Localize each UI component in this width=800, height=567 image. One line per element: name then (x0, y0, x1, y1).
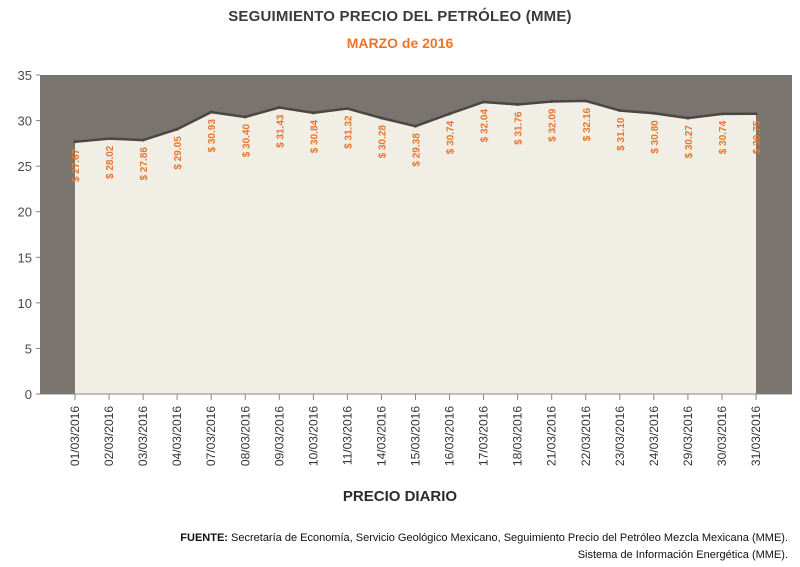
data-label: $ 30.28 (377, 125, 388, 159)
x-axis-title: PRECIO DIARIO (342, 488, 458, 505)
x-tick-label: 11/03/2016 (340, 406, 354, 465)
data-label: $ 31.43 (275, 114, 286, 148)
chart-title: SEGUIMIENTO PRECIO DEL PETRÓLEO (MME) (228, 8, 572, 25)
y-tick-label: 30 (18, 114, 32, 129)
y-tick-label: 20 (18, 205, 32, 220)
data-label: $ 30.93 (207, 119, 218, 153)
data-point (379, 116, 383, 120)
data-label: $ 30.27 (684, 125, 695, 159)
y-tick-label: 10 (18, 296, 32, 311)
data-label: $ 27.86 (139, 147, 150, 181)
y-tick-label: 25 (18, 159, 32, 174)
y-tick-label: 15 (18, 250, 32, 265)
x-tick-label: 08/03/2016 (238, 406, 252, 466)
data-point (448, 112, 452, 116)
data-point (73, 140, 77, 144)
data-point (550, 100, 554, 104)
x-tick-label: 29/03/2016 (681, 406, 695, 466)
data-label: $ 31.76 (514, 111, 525, 145)
data-point (345, 107, 349, 111)
y-tick-label: 35 (18, 68, 32, 83)
data-point (141, 138, 145, 142)
data-point (107, 137, 111, 141)
data-point (686, 116, 690, 120)
x-tick-label: 21/03/2016 (545, 406, 559, 466)
data-point (209, 110, 213, 114)
data-point (584, 99, 588, 103)
data-point (754, 112, 758, 116)
x-tick-label: 17/03/2016 (477, 406, 491, 466)
x-tick-label: 14/03/2016 (374, 406, 388, 466)
x-tick-label: 16/03/2016 (443, 406, 457, 466)
data-label: $ 30.80 (650, 120, 661, 154)
data-labels: $ 27.67 $ 28.02 $ 27.86 $ 29.05 $ 30.93 $ 30.… (71, 107, 763, 182)
data-point (652, 111, 656, 115)
data-point (243, 115, 247, 119)
x-tick-label: 23/03/2016 (613, 406, 627, 466)
x-tick-label: 03/03/2016 (136, 406, 150, 466)
data-label: $ 32.09 (548, 108, 559, 142)
plot-area (40, 75, 792, 395)
y-tick-label: 0 (25, 387, 32, 402)
x-tick-label: 18/03/2016 (511, 406, 525, 466)
data-label: $ 30.84 (309, 119, 320, 153)
y-axis: 0 5 10 15 20 25 30 35 (18, 68, 40, 402)
x-axis: 01/03/2016 02/03/2016 03/03/2016 04/03/2016… (68, 394, 763, 466)
x-tick-label: 24/03/2016 (647, 406, 661, 466)
x-tick-label: 01/03/2016 (68, 406, 82, 466)
data-point (618, 109, 622, 113)
source-line-1: FUENTE: Secretaría de Economía, Servicio… (180, 530, 788, 547)
data-point (277, 106, 281, 110)
data-point (516, 103, 520, 107)
data-point (414, 124, 417, 128)
x-tick-label: 09/03/2016 (272, 406, 286, 466)
x-tick-label: 30/03/2016 (715, 406, 729, 466)
x-tick-label: 31/03/2016 (749, 406, 763, 466)
source-note: FUENTE: Secretaría de Economía, Servicio… (180, 530, 788, 564)
data-label: $ 27.67 (71, 148, 82, 182)
x-tick-label: 15/03/2016 (409, 406, 423, 466)
chart-subtitle: MARZO de 2016 (346, 35, 454, 51)
source-text: Secretaría de Economía, Servicio Geológi… (227, 532, 788, 544)
y-tick-label: 5 (25, 341, 32, 356)
data-label: $ 31.32 (343, 115, 354, 149)
source-line-2: Sistema de Información Energética (MME). (577, 549, 788, 561)
x-tick-label: 04/03/2016 (170, 406, 184, 466)
x-tick-label: 07/03/2016 (204, 406, 218, 466)
data-label: $ 28.02 (105, 145, 116, 179)
data-label: $ 30.75 (752, 120, 763, 154)
data-point (720, 112, 724, 116)
data-label: $ 30.74 (718, 120, 729, 154)
data-point (482, 100, 486, 104)
x-tick-label: 02/03/2016 (102, 406, 116, 466)
data-label: $ 30.74 (446, 120, 457, 154)
data-label: $ 32.04 (480, 109, 491, 143)
data-label: $ 32.16 (582, 107, 593, 141)
x-tick-label: 22/03/2016 (579, 406, 593, 466)
data-point (175, 127, 179, 131)
source-label: FUENTE: (180, 532, 228, 544)
data-label: $ 29.05 (173, 136, 184, 170)
data-label: $ 30.40 (241, 123, 252, 157)
data-point (311, 111, 315, 115)
data-label: $ 31.10 (616, 117, 627, 151)
price-area (75, 100, 756, 394)
data-label: $ 29.38 (412, 133, 423, 167)
x-tick-label: 10/03/2016 (306, 406, 320, 466)
